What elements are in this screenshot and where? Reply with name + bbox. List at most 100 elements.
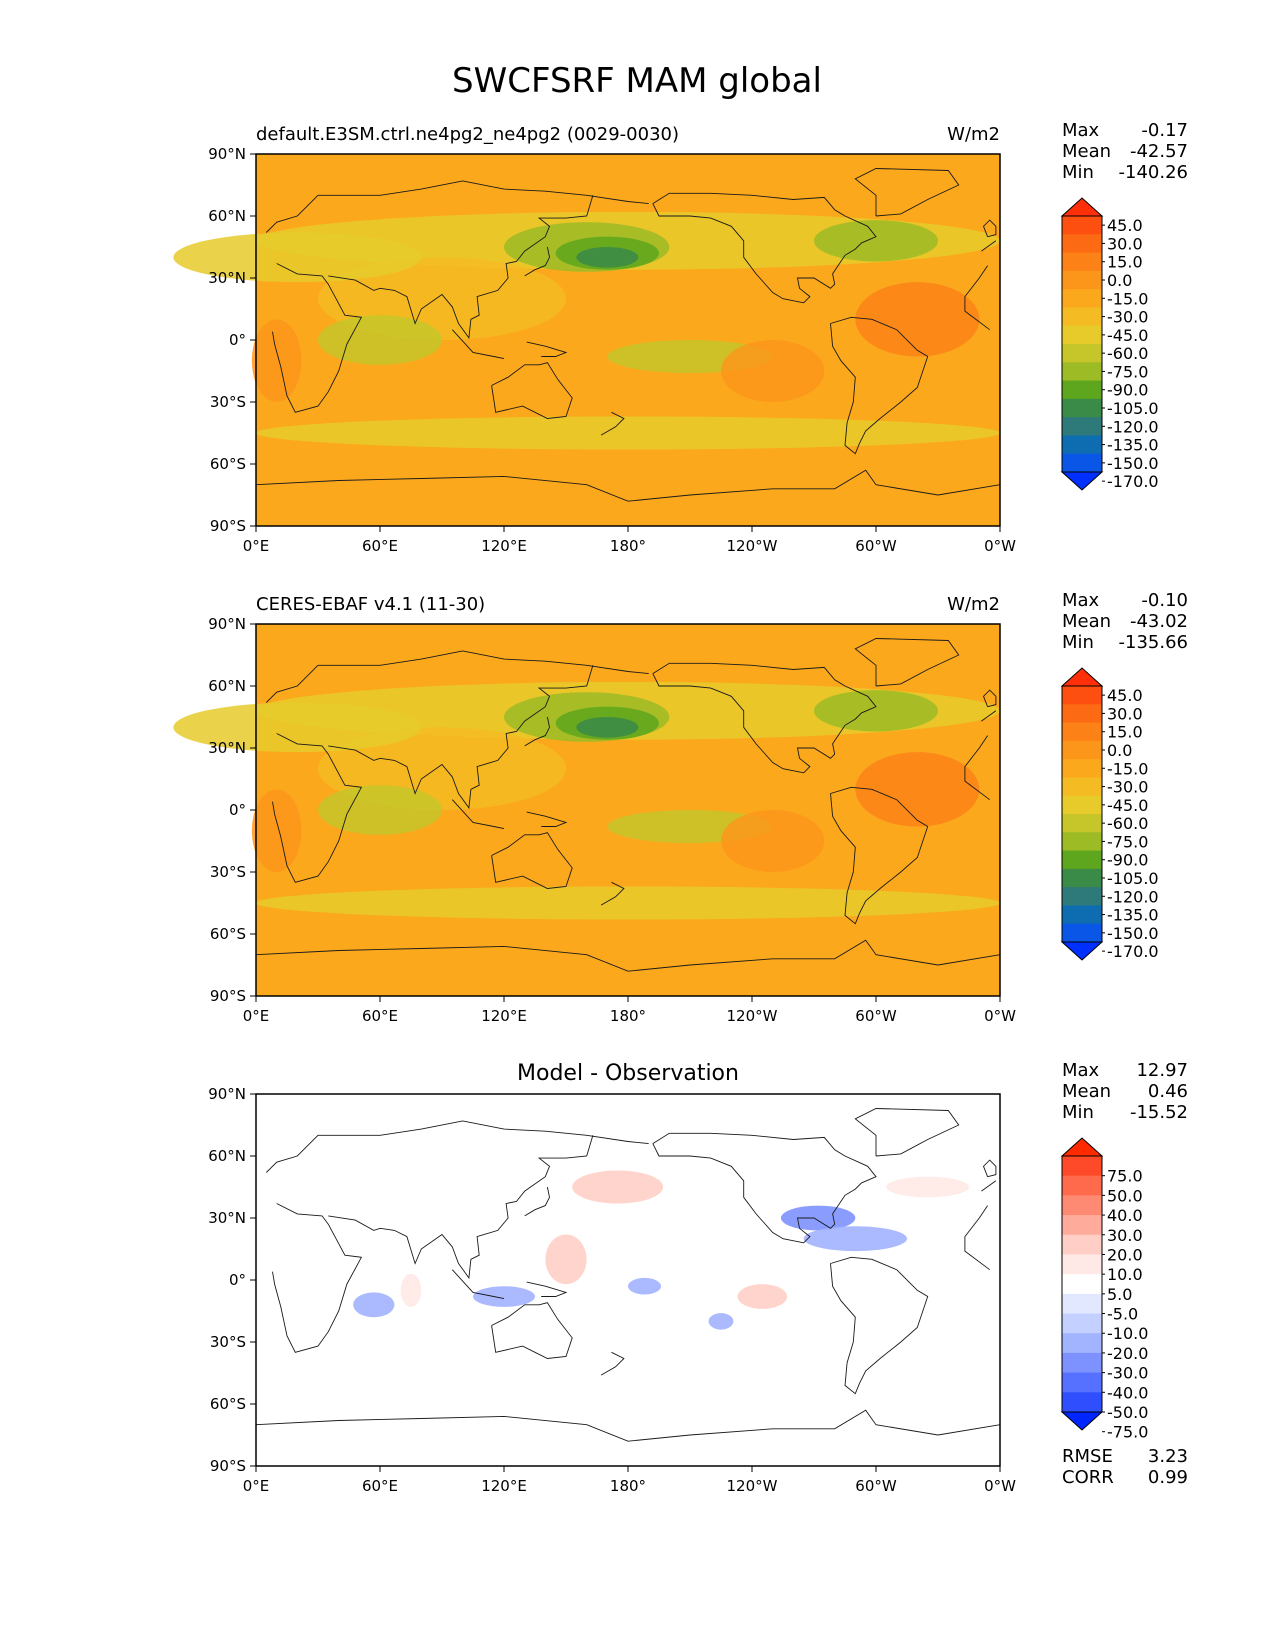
colorbar-bin [1062,1254,1102,1275]
colorbar-bin [1062,795,1102,815]
field-contour-1 [886,1176,970,1198]
coastline-segment [272,263,363,413]
coastline-segment [451,799,505,830]
coastline-segment [830,786,929,925]
coastline-segment [524,246,550,277]
field-contour-1 [256,886,1000,920]
panel-obs-map [173,623,1001,997]
panel-diff-metrics: RMSE 3.23 CORR 0.99 [1062,1446,1188,1488]
x-tick-label: 0°E [243,1007,270,1025]
panel-obs-colorbar: 45.030.015.00.0-15.0-30.0-45.0-60.0-75.0… [1060,667,1159,961]
colorbar-label: -10.0 [1107,1324,1148,1343]
stat-value-max: -0.17 [1141,120,1188,141]
colorbar-label: -170.0 [1107,942,1159,961]
colorbar-label: -60.0 [1107,814,1148,833]
field-contour-1 [256,416,1000,450]
colorbar-bin [1062,362,1102,382]
panel-diff-stats: Max 12.97 Mean 0.46 Min -15.52 [1062,1060,1188,1123]
colorbar-label: -75.0 [1107,832,1148,851]
panel-model-map [173,153,1001,527]
coastline-segment [265,1120,649,1173]
field-contour-8 [353,1292,395,1318]
colorbar-label: 30.0 [1107,704,1143,723]
coastline-segment [964,735,990,801]
stat-label-max: Max [1062,1060,1100,1081]
panel-diff-x-axis: 0°E 60°E 120°E 180° 120°W 60°W 0°W [243,1466,1016,1495]
colorbar-bin [1062,868,1102,888]
colorbar-bin [1062,1274,1102,1295]
colorbar-label: -105.0 [1107,869,1159,888]
coastline-segment [830,316,929,455]
coastline-segment [255,1409,1001,1442]
stat-label-mean: Mean [1062,1081,1111,1102]
colorbar-label: -30.0 [1107,778,1148,797]
colorbar-label: 75.0 [1107,1167,1143,1186]
field-contour-9 [737,1284,788,1309]
colorbar-label: -150.0 [1107,454,1159,473]
coastline-segment [600,1351,625,1376]
colorbar-bin [1062,1234,1102,1255]
x-tick-label: 60°E [362,537,398,555]
colorbar-bin [1062,1372,1102,1393]
colorbar-bin [1062,759,1102,778]
field-contour-9 [173,232,422,283]
coastline-segment [524,1186,550,1217]
coastline-segment [854,638,960,687]
field-contour-3 [318,785,442,835]
colorbar-frame [1061,1155,1103,1413]
coastline-segment [255,939,1001,972]
coastline-segment [451,1269,505,1300]
y-tick-label: 60°N [208,1147,246,1165]
colorbar-label: -45.0 [1107,326,1148,345]
coastline-segment [526,811,568,827]
colorbar-label: -135.0 [1107,436,1159,455]
coastline-segment [524,716,550,747]
panel-obs-coastlines [255,638,1001,972]
colorbar-bin [1062,923,1102,943]
colorbar-label: -120.0 [1107,417,1159,436]
colorbar-label: -105.0 [1107,399,1159,418]
field-contour-7 [473,1286,535,1307]
coastline-segment [830,1256,929,1395]
metric-value-corr: 0.99 [1148,1467,1188,1488]
coastline-segment [328,665,594,810]
coastline-segment [964,1205,990,1271]
coastline-segment [600,881,625,906]
colorbar-bin [1062,1392,1102,1413]
panel-obs-stats: Max -0.10 Mean -43.02 Min -135.66 [1062,590,1188,653]
coastline-segment [328,1135,594,1280]
panel-model-x-axis: 0°E 60°E 120°E 180° 120°W 60°W 0°W [243,526,1016,555]
colorbar-frame [1061,685,1103,943]
stat-value-mean: 0.46 [1148,1081,1188,1102]
field-contour-2 [545,1234,587,1285]
x-tick-label: 60°E [362,1007,398,1025]
y-tick-label: 90°S [210,987,246,1005]
colorbar-label: -40.0 [1107,1383,1148,1402]
panel-obs: CERES-EBAF v4.1 (11-30) W/m2 0°E 60°E 120°… [173,590,1188,1025]
coastline-segment [265,650,649,703]
colorbar-bin [1062,777,1102,797]
colorbar-bin [1062,398,1102,418]
y-tick-label: 90°S [210,517,246,535]
coastline-segment [451,329,505,360]
coastline-segment [328,195,594,340]
colorbar-bin [1062,252,1102,272]
colorbar-label: -75.0 [1107,362,1148,381]
x-tick-label: 60°W [855,1477,897,1495]
colorbar-label: -30.0 [1107,1364,1148,1383]
panel-diff-colorbar: 75.050.040.030.020.010.05.0-5.0-10.0-20.… [1060,1137,1148,1442]
coastline-segment [491,362,573,419]
panel-model-title: default.E3SM.ctrl.ne4pg2_ne4pg2 (0029-00… [256,124,679,145]
y-tick-label: 30°N [208,1209,246,1227]
field-contour-10 [855,752,980,827]
colorbar-label: 40.0 [1107,1206,1143,1225]
field-contour-6 [628,1277,662,1295]
stat-label-min: Min [1062,162,1094,183]
panel-model-field [173,211,1000,450]
colorbar-label: -90.0 [1107,381,1148,400]
colorbar-bin [1062,325,1102,345]
panel-obs-title: CERES-EBAF v4.1 (11-30) [256,594,485,615]
stat-value-mean: -43.02 [1130,611,1188,632]
colorbar-bin [1062,850,1102,870]
